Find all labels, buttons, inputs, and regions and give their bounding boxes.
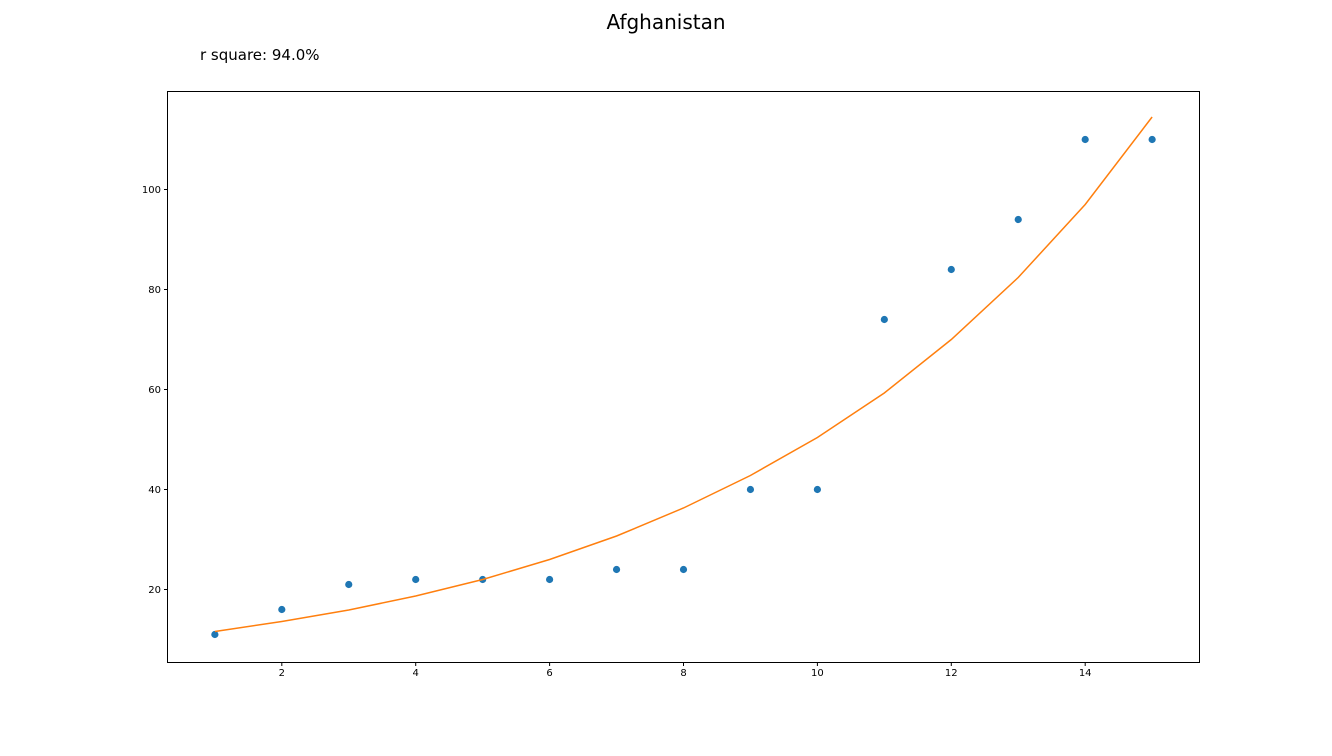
r-square-annotation: r square: 94.0% xyxy=(200,46,320,64)
x-tick-label: 2 xyxy=(279,668,285,679)
data-point xyxy=(1148,135,1156,144)
y-tick-label: 60 xyxy=(148,385,161,396)
data-point xyxy=(880,315,888,324)
x-tick-label: 4 xyxy=(413,668,419,679)
x-tick-label: 6 xyxy=(546,668,552,679)
data-point xyxy=(546,575,554,584)
data-point xyxy=(278,605,286,614)
chart-title: Afghanistan xyxy=(606,10,725,34)
data-point xyxy=(947,265,955,274)
data-point xyxy=(612,565,621,574)
data-point xyxy=(813,485,821,494)
x-axis: 2 4 6 8 10 12 14 xyxy=(279,662,1092,679)
y-axis: 20 40 60 80 100 xyxy=(142,185,168,596)
y-tick-label: 40 xyxy=(148,485,161,496)
x-tick-label: 10 xyxy=(811,668,824,679)
data-point xyxy=(412,575,420,584)
fit-line xyxy=(214,116,1153,633)
data-point xyxy=(345,580,353,589)
y-tick-label: 80 xyxy=(148,285,161,296)
plot-frame xyxy=(167,91,1200,663)
data-point xyxy=(679,565,688,574)
data-point xyxy=(211,630,219,639)
data-point xyxy=(1014,215,1022,224)
series-layer xyxy=(211,116,1156,639)
x-tick-label: 12 xyxy=(945,668,958,679)
y-tick-label: 100 xyxy=(142,185,161,196)
data-point xyxy=(746,485,755,494)
x-tick-label: 8 xyxy=(680,668,686,679)
x-tick-label: 14 xyxy=(1079,668,1092,679)
data-point xyxy=(1081,135,1089,144)
y-tick-label: 20 xyxy=(148,585,161,596)
